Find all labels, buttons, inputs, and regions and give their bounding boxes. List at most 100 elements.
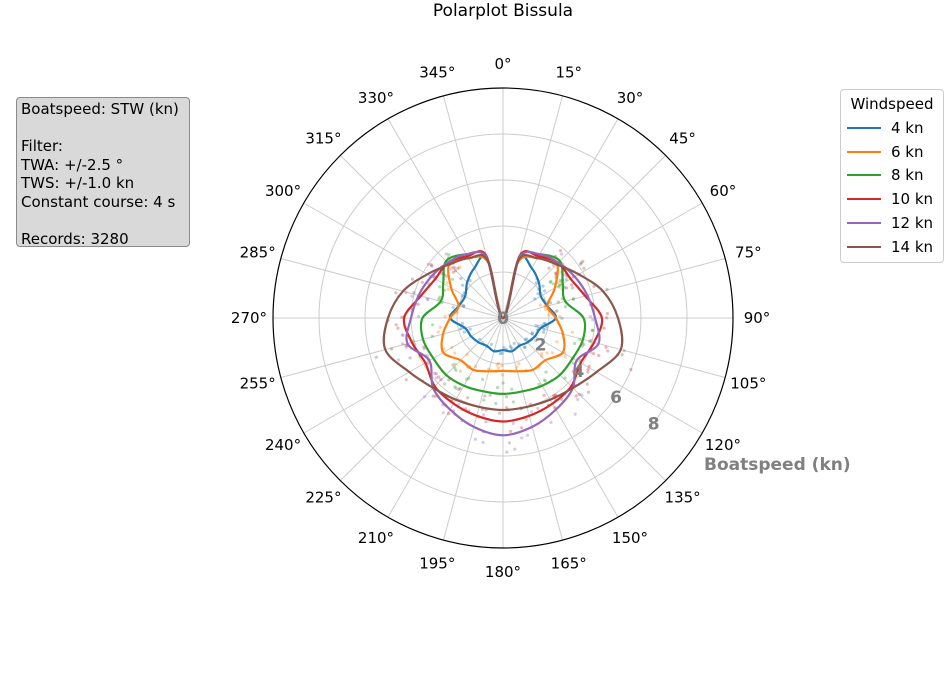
sample-point: [505, 395, 509, 399]
angular-gridline: [502, 155, 666, 319]
sample-point: [437, 297, 441, 301]
info-line: [21, 211, 185, 230]
sample-point: [453, 362, 457, 366]
sample-point: [570, 330, 575, 334]
legend-label: 14 kn: [891, 237, 934, 256]
sample-point: [482, 398, 486, 402]
legend-item: 6 kn: [847, 140, 937, 164]
sample-point: [410, 294, 414, 298]
info-line: TWA: +/-2.5 °: [21, 155, 124, 174]
legend-label: 12 kn: [891, 214, 934, 233]
sample-point: [447, 412, 451, 416]
sample-point: [510, 346, 514, 351]
sample-point: [629, 368, 633, 372]
sample-point: [453, 266, 457, 270]
legend-swatch: [847, 222, 881, 225]
sample-point: [505, 406, 509, 410]
sample-point: [430, 264, 434, 268]
angle-tick-label: 270°: [231, 309, 267, 327]
sample-point: [558, 249, 563, 253]
sample-point: [435, 372, 439, 376]
sample-point: [588, 339, 592, 343]
sample-point: [557, 285, 561, 289]
radial-axis-label: Boatspeed (kn): [704, 455, 851, 475]
sample-point: [542, 330, 546, 334]
sample-point: [586, 367, 590, 372]
angular-gridline: [502, 317, 703, 434]
sample-point: [465, 352, 469, 356]
sample-point: [390, 347, 394, 351]
sample-point: [412, 291, 416, 295]
sample-point: [563, 376, 567, 380]
sample-point: [444, 252, 448, 256]
sample-point: [478, 337, 482, 341]
sample-point: [541, 284, 545, 288]
sample-point: [482, 413, 486, 417]
sample-point: [586, 370, 590, 374]
angular-gridline: [502, 257, 726, 319]
sample-point: [396, 358, 400, 362]
sample-point: [534, 281, 538, 285]
sample-point: [401, 342, 405, 346]
sample-point: [602, 326, 606, 330]
sample-point: [394, 291, 398, 295]
angle-tick-label: 30°: [617, 89, 644, 107]
sample-point: [462, 330, 466, 334]
sample-point: [560, 252, 564, 256]
sample-point: [538, 303, 543, 307]
sample-point: [453, 366, 457, 370]
sample-point: [511, 400, 516, 404]
sample-point: [451, 363, 455, 367]
sample-point: [555, 309, 559, 313]
sample-point: [530, 410, 534, 414]
sample-point: [404, 291, 408, 295]
sample-point: [468, 327, 472, 331]
angle-tick-label: 240°: [265, 436, 301, 454]
radial-tick-label: 2: [535, 335, 547, 355]
sample-point: [582, 266, 586, 270]
sample-point: [434, 376, 438, 380]
sample-point: [563, 355, 567, 359]
angular-gridline: [303, 202, 504, 319]
sample-point: [549, 420, 553, 424]
sample-point: [498, 352, 502, 356]
info-line: Filter:: [21, 137, 63, 155]
angular-gridline: [280, 257, 504, 319]
sample-point: [620, 353, 624, 357]
sample-point: [501, 381, 505, 385]
sample-point: [589, 338, 593, 342]
sample-point: [496, 366, 500, 370]
angle-tick-label: 135°: [665, 489, 701, 507]
sample-point: [511, 421, 515, 425]
sample-point: [452, 265, 456, 269]
sample-point: [591, 318, 595, 322]
angle-tick-label: 330°: [358, 89, 394, 107]
legend-item: 4 kn: [847, 116, 937, 140]
sample-point: [540, 351, 544, 356]
sample-point: [592, 284, 596, 288]
sample-point: [587, 364, 591, 368]
radial-tick-labels: 0 2 4 6 8: [497, 309, 660, 435]
series-line: [419, 250, 587, 396]
sample-point: [508, 345, 512, 349]
sample-point: [542, 327, 546, 332]
sample-point: [460, 294, 464, 298]
sample-point: [578, 338, 582, 342]
sample-point: [543, 289, 547, 293]
series-line: [402, 250, 604, 423]
sample-point: [431, 323, 435, 327]
sample-point: [544, 370, 548, 374]
sample-point: [445, 281, 449, 285]
sample-point: [579, 261, 583, 265]
sample-point: [473, 437, 477, 441]
sample-point: [453, 351, 457, 355]
sample-point: [586, 390, 591, 394]
sample-point: [622, 349, 626, 353]
sample-point: [597, 353, 601, 358]
sample-point: [458, 265, 462, 269]
angle-tick-label: 120°: [705, 436, 741, 454]
radial-tick-label: 8: [648, 415, 660, 435]
sample-point: [505, 450, 509, 454]
sample-point: [515, 365, 519, 369]
angle-tick-label: 255°: [240, 375, 276, 393]
